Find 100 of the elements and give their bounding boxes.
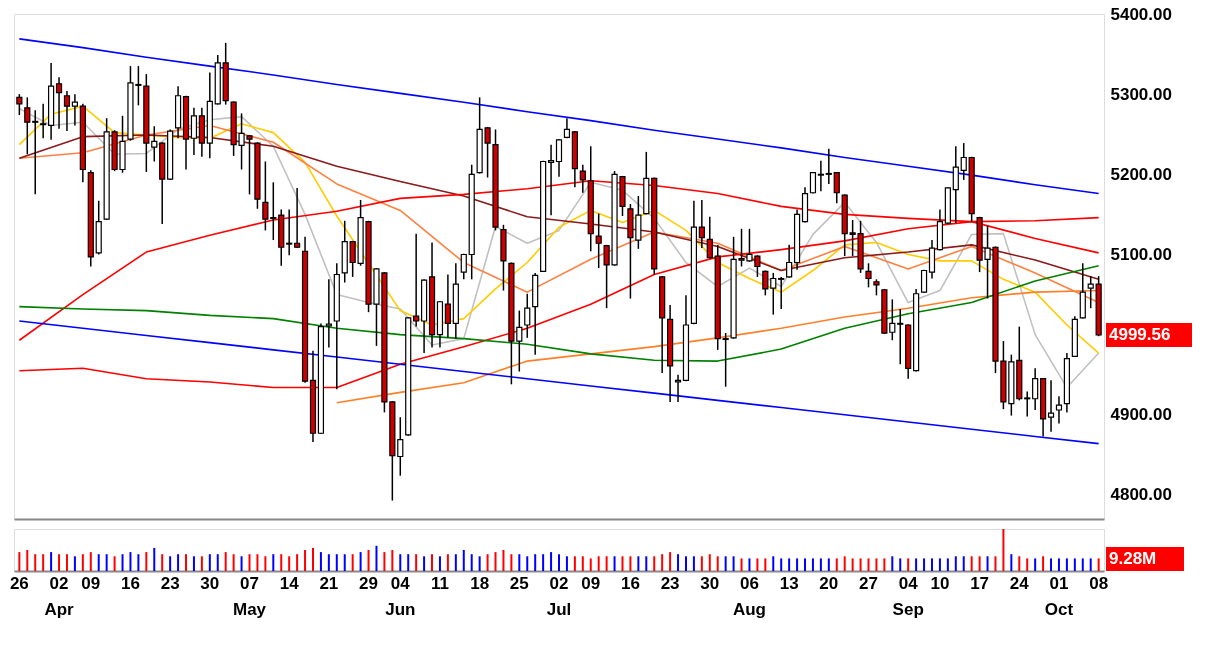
bar	[986, 556, 989, 571]
bar	[280, 554, 283, 571]
bar	[34, 554, 37, 571]
bar	[835, 558, 838, 571]
bar	[962, 556, 965, 571]
bar	[192, 556, 195, 571]
bar	[946, 558, 949, 571]
bar	[605, 556, 608, 571]
x-tick-label: 26	[9, 573, 29, 593]
text: 4999.56	[1109, 324, 1171, 344]
bar	[930, 558, 933, 571]
bar	[661, 554, 664, 571]
bar	[923, 558, 926, 571]
bar	[669, 552, 672, 571]
candlestick	[286, 208, 293, 257]
candlestick	[833, 171, 840, 204]
bar	[383, 552, 386, 571]
x-tick-label: 11	[430, 573, 449, 593]
candlestick	[190, 107, 198, 156]
x-tick-label: 16	[620, 573, 640, 593]
bar	[359, 552, 362, 571]
bar	[780, 558, 783, 571]
candlestick	[55, 76, 63, 130]
bar	[621, 556, 624, 571]
line-series	[18, 134, 1100, 281]
bar	[1065, 558, 1068, 571]
bar	[859, 558, 862, 571]
bar	[526, 556, 529, 571]
y-tick-label: 5300.00	[1110, 84, 1172, 104]
bar	[470, 554, 473, 571]
x-tick-label: 02 Apr	[44, 573, 75, 619]
candlestick	[722, 332, 729, 388]
bar	[423, 556, 426, 571]
bar	[415, 554, 418, 571]
bar	[740, 558, 743, 571]
candlestick	[897, 308, 904, 366]
bar	[518, 554, 521, 571]
bar	[248, 554, 251, 571]
bar	[256, 554, 259, 571]
candlestick	[63, 90, 71, 132]
candlestick	[71, 93, 79, 127]
bar	[978, 556, 981, 571]
bar	[335, 554, 338, 571]
candlestick	[151, 125, 158, 163]
bar	[407, 554, 410, 571]
candlestick	[865, 262, 872, 289]
bar	[867, 558, 870, 571]
bar	[18, 552, 21, 571]
bar	[391, 550, 394, 571]
x-tick-label: 02 Jul	[546, 573, 572, 619]
bar	[684, 556, 687, 571]
bar	[629, 556, 632, 571]
bar	[177, 554, 180, 571]
bar	[232, 554, 235, 571]
candlestick	[817, 159, 824, 192]
bar	[954, 556, 957, 571]
candlestick	[952, 145, 959, 224]
bar	[550, 552, 553, 571]
bar	[843, 556, 846, 571]
bar	[1050, 558, 1053, 571]
bar	[573, 556, 576, 571]
bar	[915, 558, 918, 571]
bar	[764, 558, 767, 571]
bar	[1002, 529, 1005, 571]
bar	[796, 558, 799, 571]
bar	[907, 558, 910, 571]
bar	[216, 554, 219, 571]
candlestick	[547, 143, 555, 216]
bar	[431, 554, 434, 571]
bar	[26, 550, 29, 571]
bar	[185, 554, 188, 571]
bar	[81, 554, 84, 571]
candlestick	[413, 232, 420, 328]
bar	[65, 554, 68, 571]
bar	[613, 556, 616, 571]
bar	[272, 554, 275, 571]
bar	[343, 554, 346, 571]
x-tick-label: 24	[1009, 573, 1030, 593]
bar	[1010, 554, 1013, 571]
bar	[1034, 558, 1037, 571]
bar	[351, 554, 354, 571]
bar	[542, 554, 545, 571]
x-tick-label: 09	[81, 573, 101, 593]
bar	[1057, 558, 1060, 571]
candlestick	[778, 276, 785, 310]
bar	[1097, 558, 1100, 571]
bar	[113, 556, 116, 571]
bar	[558, 554, 560, 571]
bar	[129, 552, 132, 571]
x-tick-label: 16	[121, 573, 140, 593]
bar	[208, 554, 211, 571]
x-tick-label: 06 Aug	[732, 573, 766, 619]
bar	[454, 554, 457, 571]
candlestick	[294, 187, 301, 249]
x-tick-label: 10	[930, 573, 950, 593]
bar	[50, 552, 53, 571]
line-series	[18, 38, 1100, 195]
bar	[700, 556, 703, 571]
x-tick-label: 23	[160, 573, 180, 593]
bar	[534, 554, 537, 571]
